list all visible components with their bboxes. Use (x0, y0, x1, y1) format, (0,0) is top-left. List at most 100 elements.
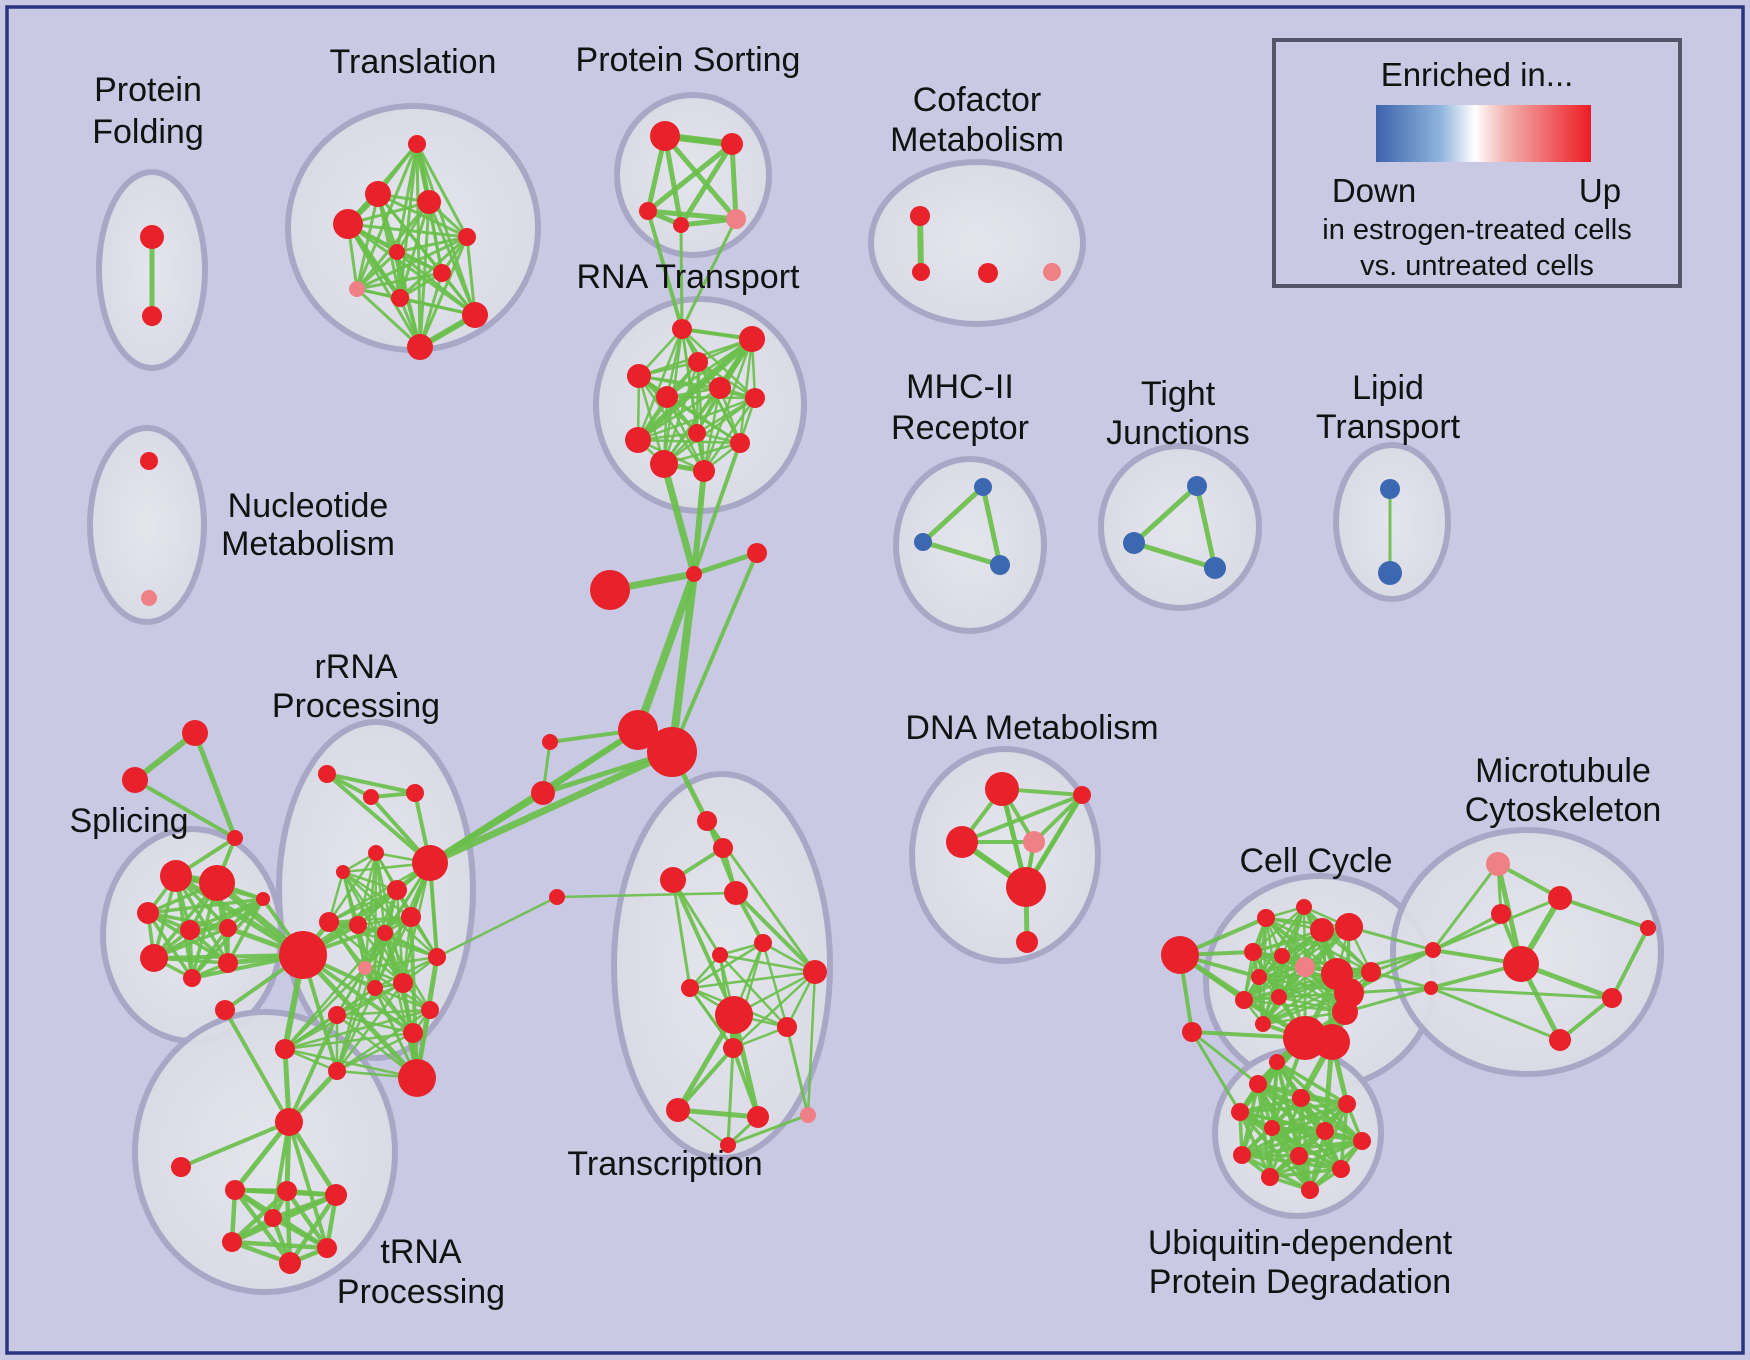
legend-note-line1: in estrogen-treated cells (1322, 214, 1632, 246)
legend-title: Enriched in... (1380, 56, 1574, 93)
gene-set-node (349, 916, 367, 934)
edge (301, 953, 419, 1080)
edge (556, 891, 737, 899)
edge (785, 1026, 810, 1116)
gene-set-node (328, 1006, 346, 1024)
edge (328, 861, 431, 924)
edge (226, 898, 265, 964)
edge (418, 236, 469, 348)
gene-set-node (1316, 1122, 1334, 1140)
gene-set-node (1549, 1029, 1571, 1051)
edge (980, 486, 1003, 566)
edge (693, 550, 758, 577)
gene-set-node (393, 973, 413, 993)
gene-set-node (275, 1108, 303, 1136)
edge (347, 222, 468, 239)
gene-set-node (318, 765, 336, 783)
gene-set-node (1249, 1075, 1267, 1093)
edge (415, 143, 477, 316)
gene-set-node (349, 281, 365, 297)
edge (1269, 1139, 1363, 1179)
gene-set-node (693, 460, 715, 482)
edge (691, 470, 707, 575)
gene-set-node (1332, 999, 1358, 1025)
cluster-ellipse-cofactor-metabolism (868, 159, 1086, 327)
gene-set-node (1491, 904, 1511, 924)
gene-set-node (377, 925, 393, 941)
label-layer: Protein Folding Translation Protein Sorting… (69, 41, 1661, 1311)
gene-set-node (1251, 969, 1267, 985)
legend: Enriched in... Down Up in estrogen-treat… (1272, 38, 1682, 288)
edge (636, 328, 684, 441)
gene-set-node (531, 781, 555, 805)
edge (634, 572, 698, 732)
edge (1344, 986, 1432, 1014)
gene-set-node (650, 121, 680, 151)
cluster-label-trna-processing: Processing (337, 1273, 505, 1311)
cluster-ellipse-tight-junctions (1098, 443, 1262, 611)
gene-set-node (1314, 1024, 1350, 1060)
edge (761, 942, 789, 1028)
edge (671, 879, 736, 1016)
gene-set-node (1231, 1103, 1249, 1121)
edge (1558, 996, 1614, 1042)
edge (345, 222, 403, 300)
edge (133, 778, 237, 840)
edge (271, 1216, 329, 1250)
edge (719, 953, 816, 974)
gene-set-node (433, 264, 451, 282)
edge (174, 873, 305, 958)
gene-set-node (549, 889, 565, 905)
gene-set-node (387, 880, 407, 900)
edge (326, 772, 416, 795)
gene-set-node (336, 865, 350, 879)
gene-set-node (1335, 913, 1363, 941)
cluster-label-protein-folding: Protein (94, 71, 202, 109)
gene-set-node (1269, 1054, 1285, 1070)
gene-set-node (666, 1098, 690, 1122)
edge (719, 954, 788, 1028)
edge (678, 142, 735, 227)
gene-set-node (724, 881, 748, 905)
edge (383, 932, 432, 1011)
gene-set-node (1255, 1016, 1271, 1032)
edge (676, 1046, 735, 1112)
figure-border (5, 5, 1745, 1355)
edge (377, 192, 468, 239)
gene-set-node (401, 907, 421, 927)
cluster-label-cell-cycle: Cell Cycle (1239, 842, 1392, 880)
cluster-label-transcription: Transcription (567, 1145, 762, 1183)
gene-set-node (656, 386, 678, 408)
edge (436, 895, 558, 959)
edge (1559, 896, 1649, 930)
gene-set-node (1290, 1147, 1308, 1165)
gene-set-node (1301, 1181, 1319, 1199)
gene-set-node (325, 1184, 347, 1206)
gene-set-node (745, 388, 765, 408)
gene-set-node (1235, 991, 1253, 1009)
edge (646, 142, 734, 213)
gene-set-node (458, 228, 476, 246)
gene-set-node (1424, 981, 1438, 995)
gene-set-node (407, 334, 433, 360)
gene-set-node (328, 1062, 346, 1080)
edge (727, 1113, 809, 1147)
gene-set-node (1353, 1132, 1371, 1150)
gene-set-node (403, 1023, 423, 1043)
edge (409, 916, 419, 1079)
legend-up-label: Up (1578, 172, 1622, 209)
edge (921, 485, 985, 544)
edge (637, 438, 741, 445)
gene-set-node (1292, 1089, 1310, 1107)
cluster-label-rna-transport: RNA Transport (577, 258, 801, 296)
gene-set-node (279, 1252, 301, 1274)
edge (1308, 1103, 1349, 1191)
edge (635, 336, 755, 443)
edge (637, 396, 756, 442)
gene-set-node (1274, 948, 1290, 964)
gene-set-node (713, 838, 733, 858)
edge (223, 1009, 291, 1123)
edge (732, 971, 816, 1049)
edge (1032, 793, 1084, 844)
gene-set-node (137, 902, 159, 924)
